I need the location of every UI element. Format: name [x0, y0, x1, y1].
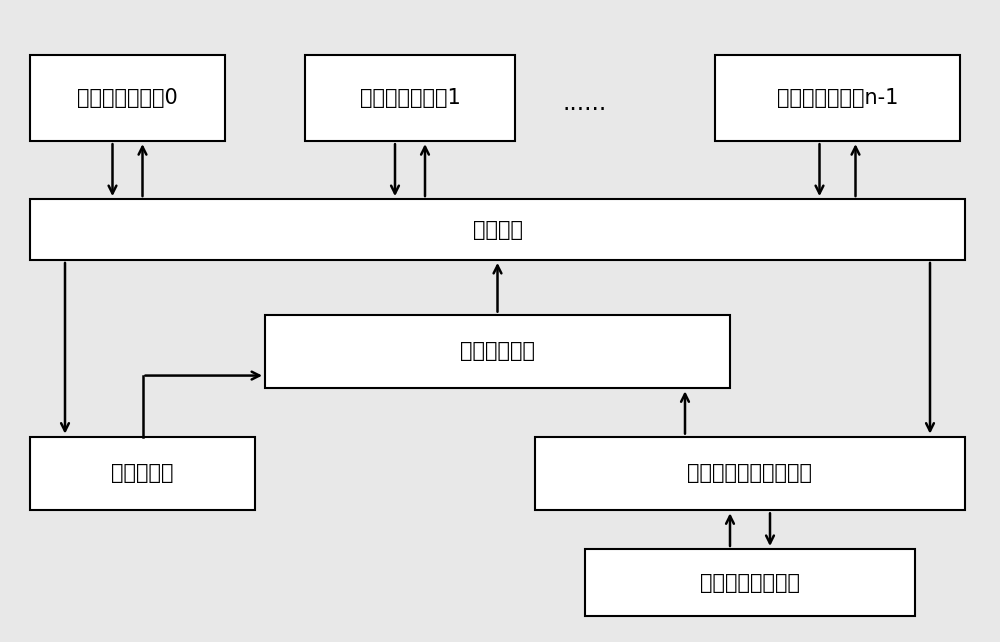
Text: 一致性引擎: 一致性引擎	[111, 464, 174, 483]
Text: 非一致性末端高速缓存: 非一致性末端高速缓存	[688, 464, 812, 483]
Text: 一致性高速缓存1: 一致性高速缓存1	[360, 88, 460, 108]
Bar	[265, 315, 730, 388]
Bar	[585, 549, 915, 616]
Text: 互连网络: 互连网络	[473, 220, 522, 239]
Text: 一致性高速缓存0: 一致性高速缓存0	[77, 88, 178, 108]
Text: 存储控制器及内存: 存储控制器及内存	[700, 573, 800, 593]
Bar	[30, 437, 255, 510]
Bar	[30, 55, 225, 141]
Bar	[305, 55, 515, 141]
Text: 一致性高速缓存n-1: 一致性高速缓存n-1	[777, 88, 898, 108]
Text: ......: ......	[563, 91, 607, 115]
Bar	[535, 437, 965, 510]
Bar	[30, 199, 965, 260]
Bar	[715, 55, 960, 141]
Text: 结果选择逻辑: 结果选择逻辑	[460, 342, 535, 361]
